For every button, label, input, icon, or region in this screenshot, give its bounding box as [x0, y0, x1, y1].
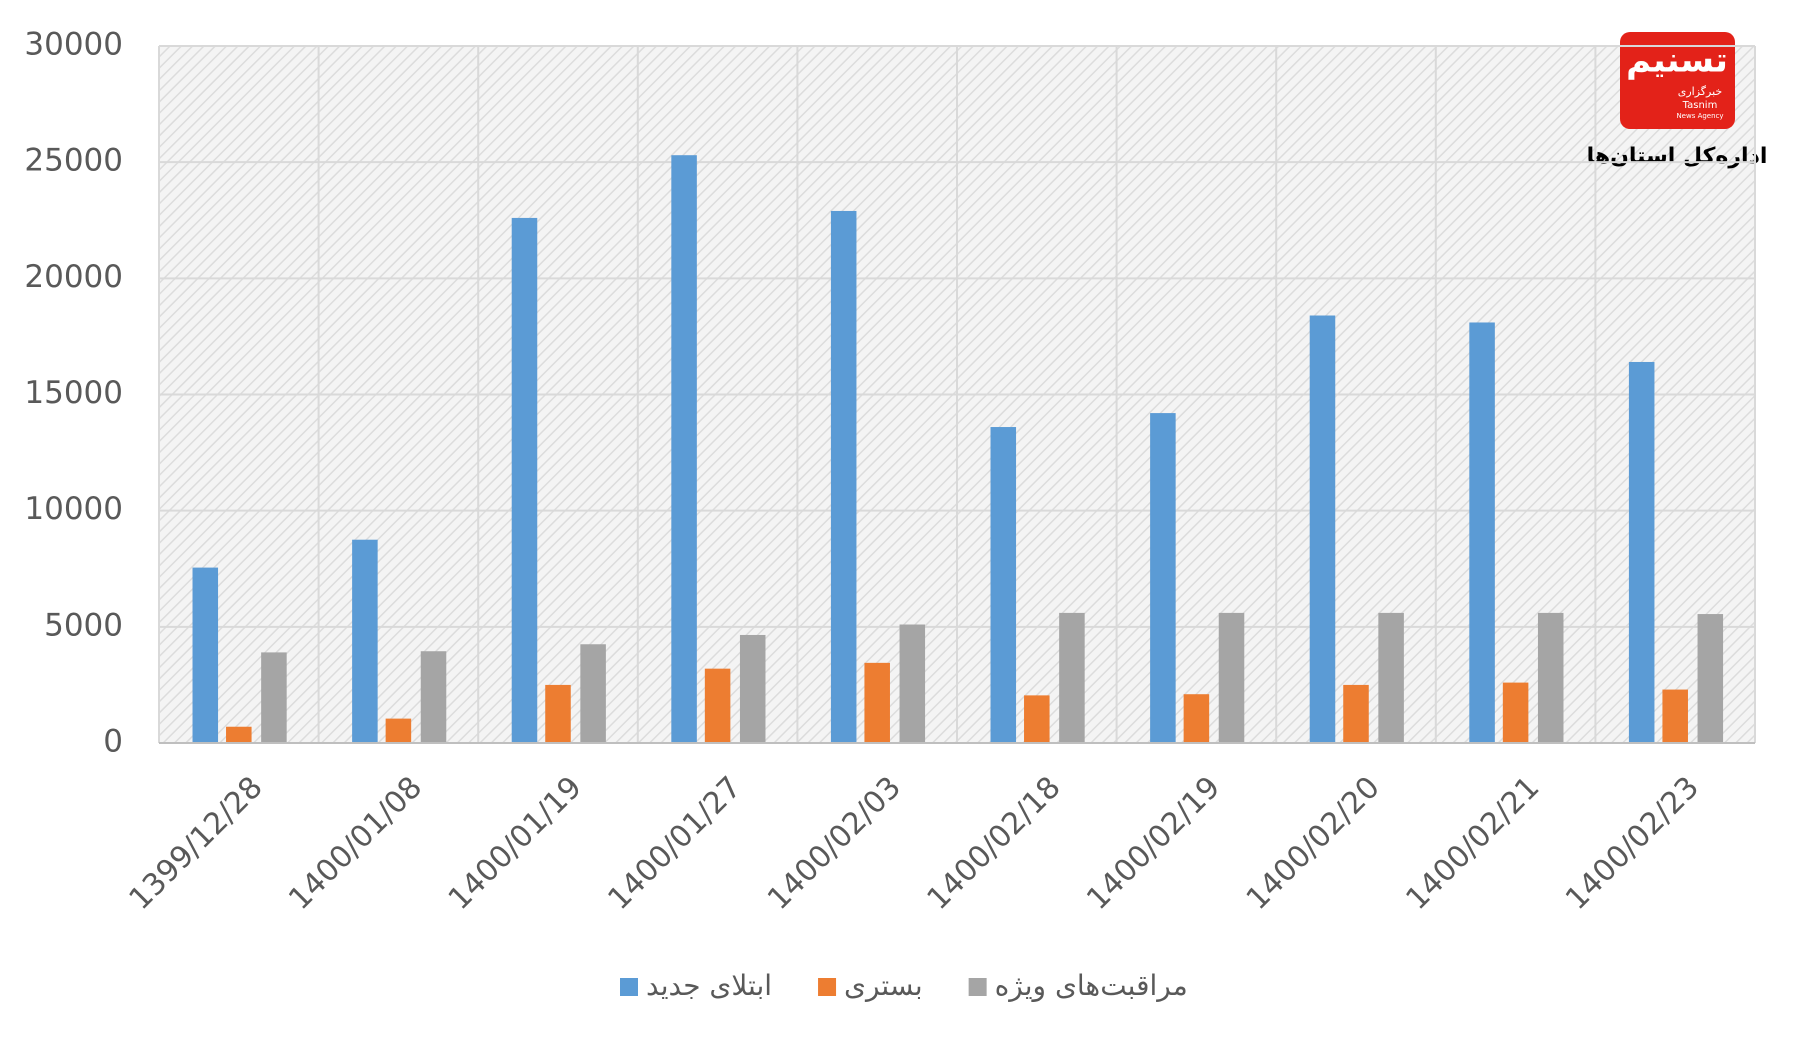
x-tick-label: 1400/02/21: [1399, 770, 1546, 917]
logo-en: Tasnim: [1682, 100, 1718, 111]
bar: [739, 634, 766, 743]
legend-swatch: [968, 978, 987, 996]
bar: [1697, 614, 1724, 743]
bar: [192, 567, 219, 743]
bar: [671, 155, 697, 744]
bar: [1628, 361, 1655, 743]
y-tick-label: 25000: [24, 143, 123, 179]
y-tick-label: 30000: [24, 27, 123, 63]
bar: [226, 726, 252, 743]
y-tick-label: 0: [103, 724, 123, 760]
logo-name: تسنیم: [1626, 41, 1728, 81]
legend-label: مراقبت‌های ویژه: [995, 969, 1188, 1002]
bar: [1343, 684, 1369, 743]
bar: [1378, 612, 1404, 743]
bar: [580, 644, 606, 743]
bar: [1537, 612, 1564, 743]
logo-en-sub: News Agency: [1676, 112, 1723, 120]
y-tick-label: 10000: [24, 491, 123, 527]
legend-swatch: [620, 978, 638, 996]
y-tick-label: 5000: [44, 607, 123, 643]
y-tick-label: 15000: [24, 375, 123, 411]
bar: [1502, 682, 1529, 743]
x-tick-label: 1400/02/20: [1240, 770, 1387, 917]
x-tick-label: 1400/01/08: [282, 770, 429, 917]
legend-swatch: [818, 978, 837, 996]
bar: [1469, 322, 1495, 743]
bar: [352, 539, 378, 743]
x-tick-label: 1400/02/19: [1080, 770, 1227, 917]
bar: [420, 651, 447, 743]
legend-label: ابتلای جدید: [646, 969, 772, 1002]
bar: [899, 624, 926, 743]
bar: [704, 668, 731, 743]
logo: تسنیم خبرگزاری Tasnim News Agency: [1620, 32, 1735, 129]
x-tick-label: 1400/02/23: [1559, 770, 1706, 917]
bar: [1150, 413, 1176, 743]
bar: [545, 684, 571, 743]
y-tick-label: 20000: [24, 259, 123, 295]
logo-agency: خبرگزاری: [1678, 85, 1722, 98]
bar: [830, 210, 857, 743]
x-tick-label: 1400/01/27: [601, 770, 748, 917]
x-tick-label: 1400/02/03: [761, 770, 908, 917]
bar: [1309, 315, 1336, 743]
bar: [385, 718, 412, 743]
bar: [990, 427, 1017, 743]
x-tick-label: 1399/12/28: [123, 770, 270, 917]
bar: [1024, 695, 1050, 743]
bar: [511, 217, 538, 744]
bar: [1059, 612, 1085, 743]
bar: [261, 652, 287, 743]
x-tick-label: 1400/01/19: [442, 770, 589, 917]
subtitle: اداره‌کل استان‌ها: [1587, 144, 1768, 169]
bar: [1662, 689, 1688, 743]
legend: ابتلای جدید بستری مراقبت‌های ویژه: [620, 969, 1188, 1002]
logo-box: [1620, 32, 1735, 129]
x-tick-label: 1400/02/18: [921, 770, 1068, 917]
bar: [864, 662, 890, 743]
bar: [1183, 694, 1210, 743]
bar: [1218, 612, 1245, 743]
legend-label: بستری: [844, 969, 923, 1002]
